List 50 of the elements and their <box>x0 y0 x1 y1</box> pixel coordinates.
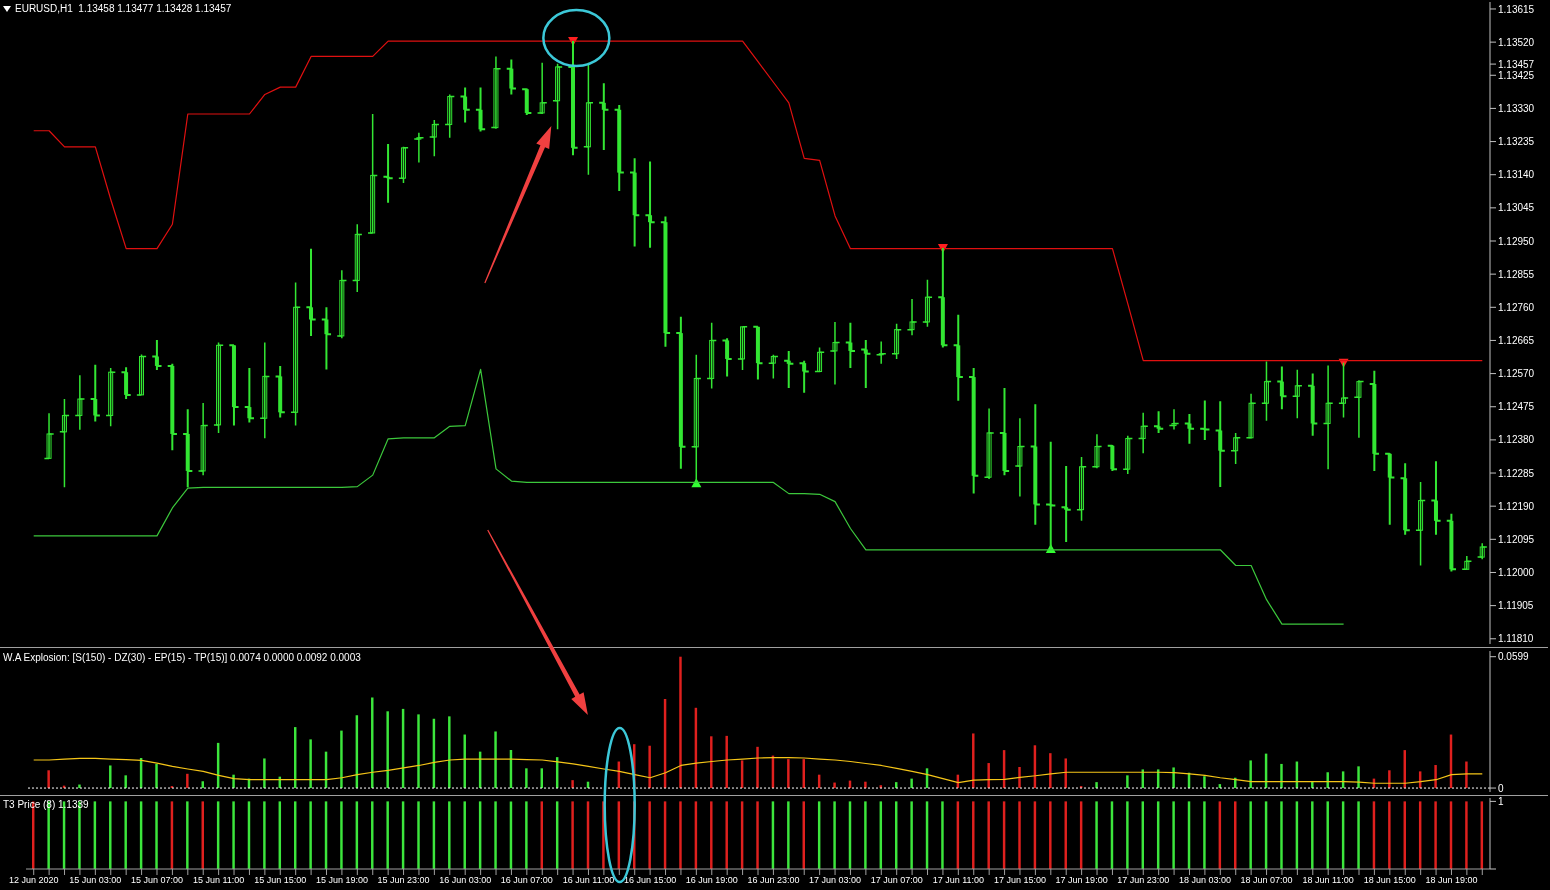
x-tick-label: 15 Jun 03:00 <box>69 875 122 886</box>
x-tick-label: 16 Jun 15:00 <box>624 875 677 886</box>
x-tick-label: 18 Jun 19:00 <box>1425 875 1478 886</box>
y-tick-label: 1.13425 <box>1498 69 1535 81</box>
x-tick-label: 17 Jun 23:00 <box>1117 875 1170 886</box>
x-tick-label: 16 Jun 11:00 <box>562 875 615 886</box>
chart-title: W.A Explosion: [S(150) - DZ(30) - EP(15) - TP(15)] 0.0074 0.0000 0.0092 0.0003 <box>3 652 361 663</box>
y-tick-label: 1.13330 <box>1498 102 1535 114</box>
x-tick-label: 16 Jun 03:00 <box>439 875 492 886</box>
x-tick-label: 16 Jun 19:00 <box>685 875 738 886</box>
y-tick-label: 1.12475 <box>1498 401 1535 413</box>
x-tick-label: 18 Jun 15:00 <box>1363 875 1416 886</box>
y-tick-label: 1.13457 <box>1498 58 1535 70</box>
x-tick-label: 17 Jun 03:00 <box>809 875 862 886</box>
x-tick-label: 16 Jun 23:00 <box>747 875 800 886</box>
y-tick-label: 0.0599 <box>1498 651 1530 663</box>
x-tick-label: 15 Jun 15:00 <box>254 875 307 886</box>
x-tick-label: 17 Jun 11:00 <box>932 875 985 886</box>
y-tick-label: 1.12570 <box>1498 368 1535 380</box>
y-tick-label: 1.13235 <box>1498 136 1535 148</box>
x-tick-label: 18 Jun 11:00 <box>1302 875 1354 886</box>
y-tick-label: 1.11905 <box>1498 600 1534 612</box>
y-tick-label: 1.12000 <box>1498 567 1535 579</box>
x-tick-label: 15 Jun 07:00 <box>130 875 184 886</box>
y-tick-label: 0 <box>1498 782 1504 794</box>
y-tick-label: 1.13045 <box>1498 202 1535 214</box>
x-tick-label: 12 Jun 2020 <box>8 875 59 886</box>
x-tick-label: 15 Jun 19:00 <box>315 875 368 886</box>
x-tick-label: 17 Jun 19:00 <box>1055 875 1108 886</box>
y-tick-label: 1.12380 <box>1498 434 1535 446</box>
y-tick-label: 1.12665 <box>1498 335 1535 346</box>
y-tick-label: 1.13520 <box>1498 36 1535 48</box>
y-tick-label: 1.12760 <box>1498 301 1535 313</box>
y-tick-label: 1.12095 <box>1498 533 1535 545</box>
x-tick-label: 18 Jun 03:00 <box>1178 875 1231 886</box>
y-tick-label: 1.12190 <box>1498 500 1535 512</box>
x-tick-label: 18 Jun 07:00 <box>1240 875 1293 886</box>
x-tick-label: 15 Jun 23:00 <box>377 875 430 886</box>
x-tick-label: 16 Jun 07:00 <box>500 875 553 886</box>
y-tick-label: 1.13615 <box>1498 3 1535 15</box>
y-tick-label: 1 <box>1498 795 1504 807</box>
y-tick-label: 1.13140 <box>1498 169 1535 181</box>
x-tick-label: 15 Jun 11:00 <box>192 875 245 886</box>
x-tick-label: 17 Jun 15:00 <box>993 875 1046 886</box>
x-tick-label: 17 Jun 07:00 <box>870 875 923 886</box>
y-tick-label: 1.11810 <box>1498 633 1534 645</box>
chart-title: EURUSD,H1 1.13458 1.13477 1.13428 1.13457 <box>15 3 232 14</box>
y-tick-label: 1.12285 <box>1498 467 1535 479</box>
y-tick-label: 1.12950 <box>1498 235 1535 247</box>
y-tick-label: 1.12855 <box>1498 268 1535 280</box>
